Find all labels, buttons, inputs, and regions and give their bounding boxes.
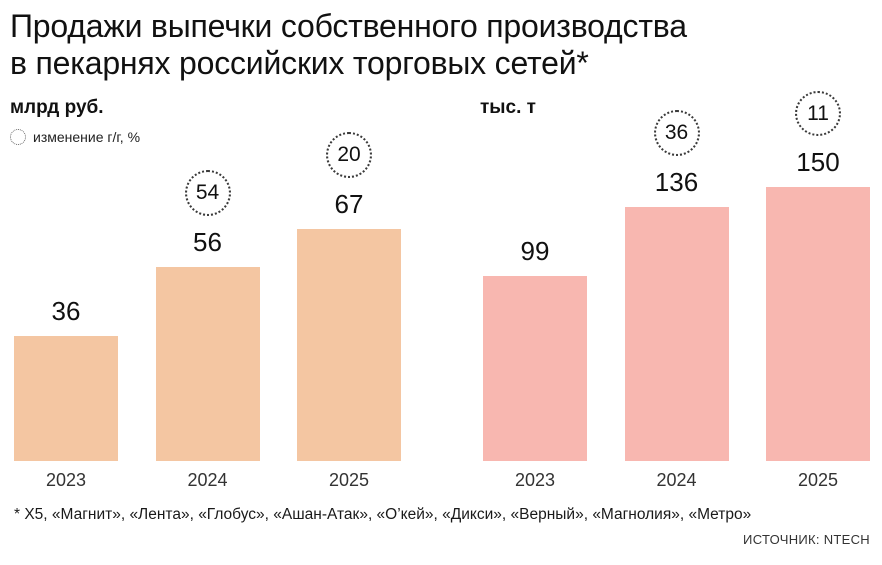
yoy-change-value: 11 bbox=[807, 101, 829, 125]
yoy-change-value: 54 bbox=[195, 181, 220, 204]
bar bbox=[483, 276, 587, 461]
page-title-line2: в пекарнях российских торговых сетей* bbox=[10, 45, 589, 81]
yoy-change-badge: 20 bbox=[326, 132, 372, 178]
legend-label: изменение г/г, % bbox=[33, 129, 141, 145]
year-label: 2025 bbox=[328, 470, 370, 490]
unit-label-rubles: млрд руб. bbox=[10, 97, 104, 118]
yoy-change-badge: 54 bbox=[184, 170, 231, 216]
yoy-change-badge: 11 bbox=[795, 91, 841, 137]
source-credit: ИСТОЧНИК: NTECH bbox=[743, 532, 870, 547]
year-label: 2024 bbox=[187, 470, 228, 490]
value-label: 56 bbox=[193, 227, 222, 257]
chart-rubles: 36 2023 54 56 2024 20 67 2025 bbox=[14, 91, 401, 491]
dotted-circle-icon bbox=[10, 129, 26, 145]
bar-group-t-2025: 11 150 2025 bbox=[766, 91, 870, 491]
legend: изменение г/г, % bbox=[10, 129, 140, 145]
bar-group-rub-2025: 20 67 2025 bbox=[297, 91, 401, 491]
page-title: Продажи выпечки собственного производств… bbox=[10, 8, 687, 82]
year-label: 2024 bbox=[656, 470, 697, 490]
chart-tonnes: 99 2023 36 136 2024 11 150 2025 bbox=[483, 91, 870, 491]
value-label: 150 bbox=[796, 147, 840, 178]
bar bbox=[297, 229, 401, 461]
yoy-change-badge: 36 bbox=[653, 110, 700, 156]
year-label: 2025 bbox=[797, 470, 839, 490]
bar-group-t-2023: 99 2023 bbox=[483, 91, 587, 491]
unit-label-tonnes: тыс. т bbox=[480, 97, 536, 118]
bar-group-rub-2024: 54 56 2024 bbox=[155, 91, 260, 491]
bar bbox=[14, 336, 118, 461]
year-label: 2023 bbox=[45, 470, 87, 490]
value-label: 99 bbox=[520, 236, 550, 266]
yoy-change-value: 20 bbox=[337, 143, 361, 166]
value-label: 136 bbox=[654, 167, 699, 197]
page-title-line1: Продажи выпечки собственного производств… bbox=[10, 8, 687, 44]
bar bbox=[766, 187, 870, 461]
year-label: 2023 bbox=[514, 470, 556, 490]
bar-group-t-2024: 36 136 2024 bbox=[624, 91, 729, 491]
value-label: 67 bbox=[334, 189, 364, 219]
bar-group-rub-2023: 36 2023 bbox=[14, 91, 118, 491]
bar bbox=[624, 207, 729, 461]
bar bbox=[155, 267, 260, 461]
charts-area: 36 2023 54 56 2024 20 67 2025 bbox=[14, 91, 870, 491]
footnote: * X5, «Магнит», «Лента», «Глобус», «Ашан… bbox=[14, 506, 752, 523]
value-label: 36 bbox=[51, 296, 81, 326]
yoy-change-value: 36 bbox=[664, 121, 689, 144]
